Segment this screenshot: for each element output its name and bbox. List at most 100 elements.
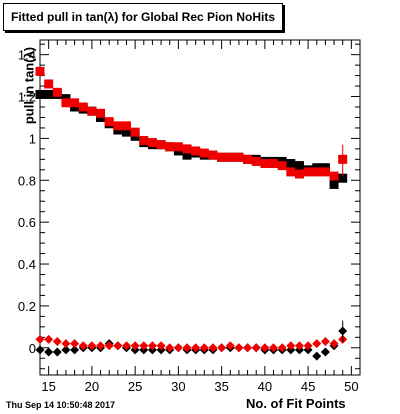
x-tick-label: 50 <box>344 379 358 394</box>
y-tick-label: 1.2 <box>18 90 36 105</box>
data-point-diamond <box>147 341 157 351</box>
data-point-diamond <box>156 341 166 351</box>
data-point-square <box>338 173 348 183</box>
data-point-square <box>234 152 244 162</box>
data-point-diamond <box>70 345 80 355</box>
data-point-diamond <box>35 334 45 344</box>
data-point-diamond <box>269 343 279 353</box>
data-point-diamond <box>70 339 80 349</box>
data-point-square <box>61 98 71 108</box>
x-tick-label: 20 <box>85 379 99 394</box>
x-tick-label: 15 <box>41 379 55 394</box>
data-point-diamond <box>121 341 131 351</box>
data-point-diamond <box>52 337 62 346</box>
data-point-diamond <box>78 341 88 351</box>
data-point-diamond <box>251 343 261 353</box>
data-point-square <box>35 89 45 99</box>
data-point-square <box>130 127 140 137</box>
data-point-diamond <box>303 341 313 351</box>
data-point-diamond <box>44 334 54 344</box>
data-point-diamond <box>234 343 244 353</box>
data-point-square <box>147 138 157 148</box>
data-point-square <box>243 154 253 164</box>
data-point-square <box>294 169 304 179</box>
data-point-diamond <box>320 347 330 357</box>
data-point-diamond <box>294 341 304 351</box>
y-tick-label: 0.6 <box>18 215 36 230</box>
data-point-diamond <box>173 343 183 353</box>
x-tick-label: 25 <box>128 379 142 394</box>
data-point-diamond <box>286 341 296 351</box>
data-point-diamond <box>199 343 209 353</box>
data-point-square <box>277 161 287 171</box>
data-point-diamond <box>182 343 192 353</box>
x-tick-label: 45 <box>301 379 315 394</box>
data-point-square <box>104 117 114 127</box>
data-point-square <box>260 159 270 169</box>
data-point-diamond <box>320 337 330 346</box>
data-point-diamond <box>260 343 270 353</box>
data-point-diamond <box>277 343 287 353</box>
data-point-square <box>182 144 192 154</box>
data-point-square <box>139 136 149 145</box>
data-point-diamond <box>96 341 106 351</box>
data-point-square <box>173 142 183 152</box>
data-point-diamond <box>329 339 339 349</box>
x-tick-label: 35 <box>214 379 228 394</box>
data-point-diamond <box>312 351 322 361</box>
data-point-diamond <box>52 347 62 357</box>
data-point-square <box>182 150 192 160</box>
data-point-square <box>312 167 322 177</box>
data-point-square <box>269 159 279 169</box>
y-tick-label: 1 <box>29 131 36 146</box>
data-point-square <box>35 66 45 76</box>
data-point-square <box>44 89 54 99</box>
data-point-diamond <box>165 343 175 353</box>
data-point-square <box>70 98 80 108</box>
data-point-diamond <box>61 339 71 349</box>
data-point-square <box>251 156 261 166</box>
data-point-square <box>156 140 166 150</box>
data-point-square <box>286 159 296 169</box>
data-point-square <box>87 106 97 116</box>
data-point-square <box>303 167 313 177</box>
data-point-square <box>329 179 339 189</box>
y-tick-label: 1.4 <box>18 48 36 63</box>
data-point-square <box>165 142 175 152</box>
y-tick-label: 0.8 <box>18 173 36 188</box>
data-point-square <box>199 148 209 158</box>
data-point-square <box>121 121 131 131</box>
data-point-square <box>52 87 62 97</box>
data-point-square <box>191 146 201 156</box>
y-tick-label: 0.4 <box>18 257 36 272</box>
data-point-diamond <box>217 343 227 353</box>
data-point-square <box>294 161 304 171</box>
x-tick-label: 40 <box>258 379 272 394</box>
data-point-diamond <box>139 341 149 351</box>
y-tick-label: 0 <box>29 341 36 356</box>
data-point-square <box>225 152 235 162</box>
data-point-diamond <box>35 345 45 355</box>
chart-title: Fitted pull in tan(λ) for Global Rec Pio… <box>3 3 283 31</box>
timestamp: Thu Sep 14 10:50:48 2017 <box>6 400 116 410</box>
data-point-square <box>217 152 227 162</box>
data-point-diamond <box>104 341 114 351</box>
data-point-square <box>286 167 296 177</box>
data-point-diamond <box>113 341 123 351</box>
x-axis-label: No. of Fit Points <box>246 396 346 411</box>
data-point-square <box>208 150 218 160</box>
data-point-diamond <box>208 343 218 353</box>
data-point-square <box>320 167 330 177</box>
data-point-square <box>113 121 123 131</box>
data-point-diamond <box>312 339 322 349</box>
data-point-diamond <box>130 341 140 351</box>
data-point-diamond <box>243 343 253 353</box>
y-tick-label: 0.2 <box>18 299 36 314</box>
data-point-diamond <box>87 341 97 351</box>
data-point-diamond <box>191 343 201 353</box>
data-point-diamond <box>225 341 235 351</box>
plot-frame <box>39 39 361 376</box>
data-point-square <box>78 102 88 112</box>
x-tick-label: 30 <box>171 379 185 394</box>
